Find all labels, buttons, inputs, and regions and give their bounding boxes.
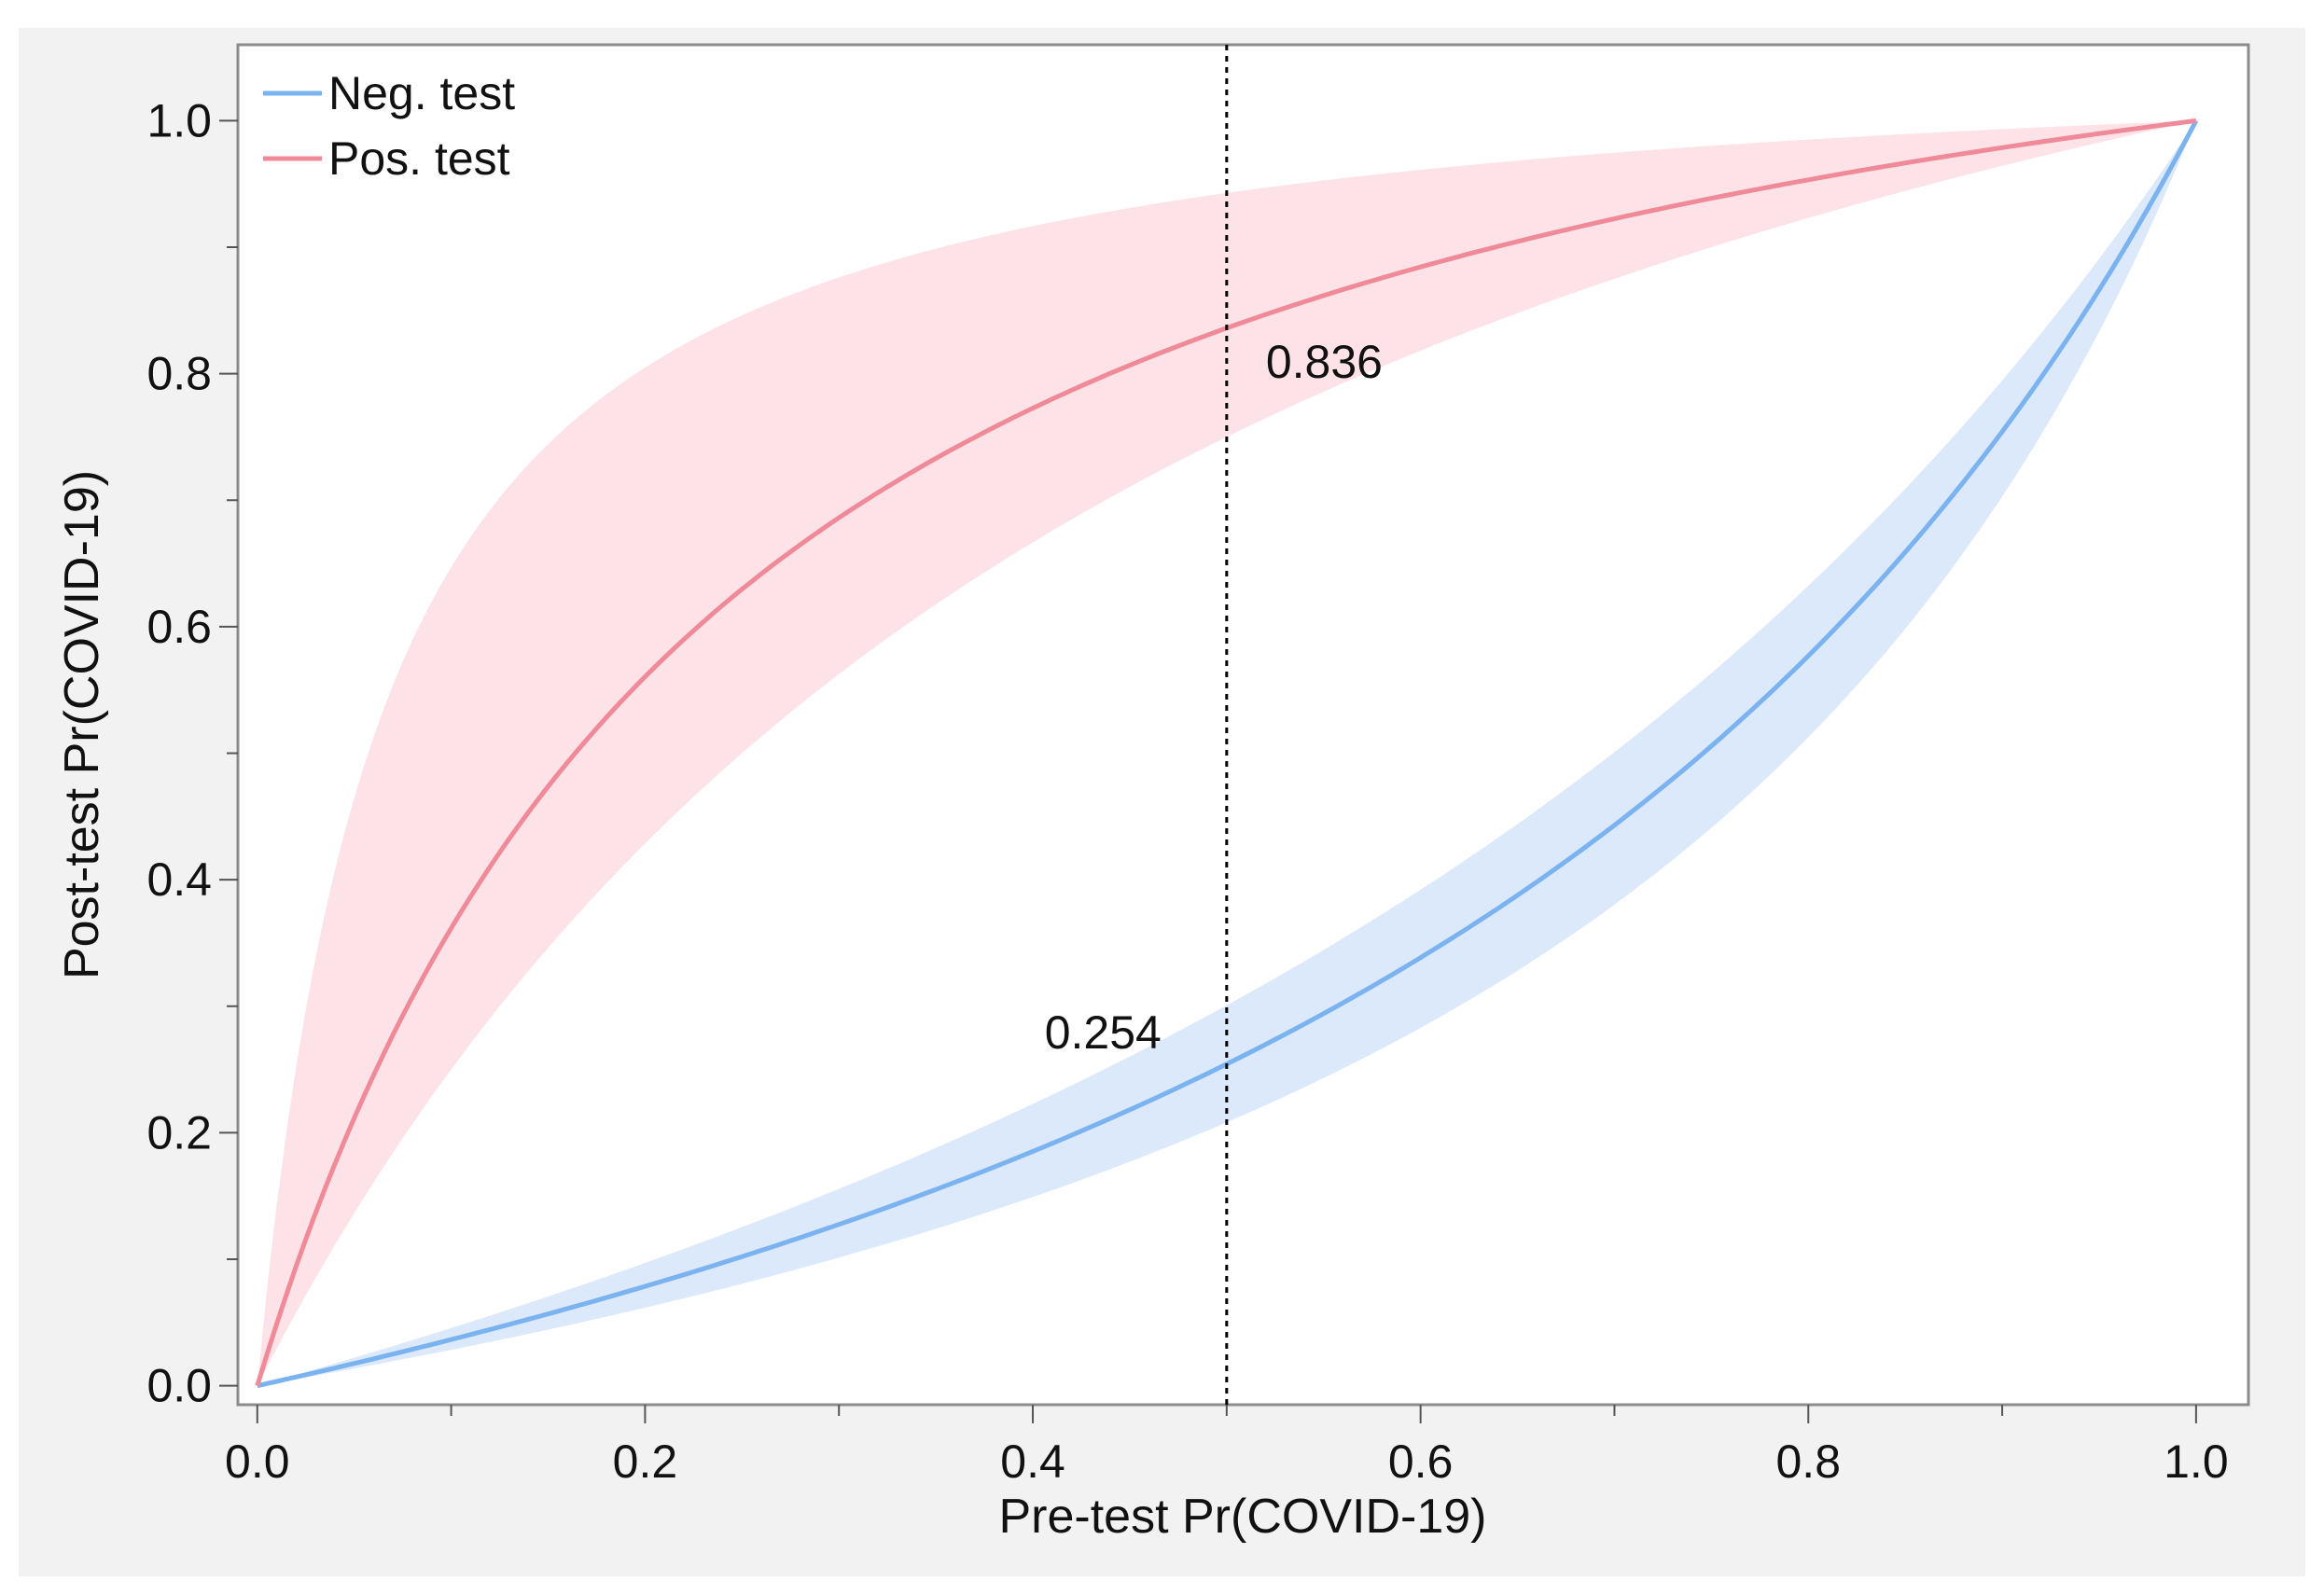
legend: Neg. test Pos. test — [263, 67, 515, 185]
y-tick-label: 1.0 — [146, 94, 212, 146]
pos-test-confidence-band — [257, 120, 2196, 1386]
confidence-bands — [257, 120, 2196, 1386]
x-tick-label: 0.2 — [613, 1436, 678, 1488]
y-tick-label: 0.8 — [146, 348, 212, 400]
annotation-label: 0.254 — [1045, 1006, 1162, 1059]
y-axis-title: Post-test Pr(COVID-19) — [55, 470, 109, 979]
x-tick-label: 0.4 — [1000, 1436, 1065, 1488]
x-tick-label: 0.6 — [1388, 1436, 1454, 1488]
legend-label-pos-test: Pos. test — [328, 132, 510, 185]
x-tick-label: 1.0 — [2164, 1436, 2229, 1488]
annotation-label: 0.836 — [1266, 336, 1383, 388]
y-axis: 0.0 0.2 0.4 0.6 0.8 1.0 — [146, 94, 238, 1412]
y-tick-label: 0.4 — [146, 853, 212, 906]
x-tick-label: 0.8 — [1776, 1436, 1842, 1488]
x-axis: 0.0 0.2 0.4 0.6 0.8 1.0 — [225, 1405, 2229, 1488]
chart: 0.0 0.2 0.4 0.6 0.8 1.0 0.0 0.2 0.4 0.6 0.8 1.0 0.… — [55, 43, 2250, 1544]
x-tick-label: 0.0 — [225, 1436, 290, 1488]
legend-label-neg-test: Neg. test — [328, 67, 515, 119]
annotations: 0.836 0.254 — [1045, 336, 1383, 1059]
y-tick-label: 0.6 — [146, 601, 212, 653]
y-tick-label: 0.2 — [146, 1106, 212, 1158]
x-axis-title: Pre-test Pr(COVID-19) — [999, 1490, 1487, 1544]
figure: 0.0 0.2 0.4 0.6 0.8 1.0 0.0 0.2 0.4 0.6 0.8 1.0 0.… — [19, 28, 2305, 1576]
y-tick-label: 0.0 — [146, 1360, 212, 1412]
